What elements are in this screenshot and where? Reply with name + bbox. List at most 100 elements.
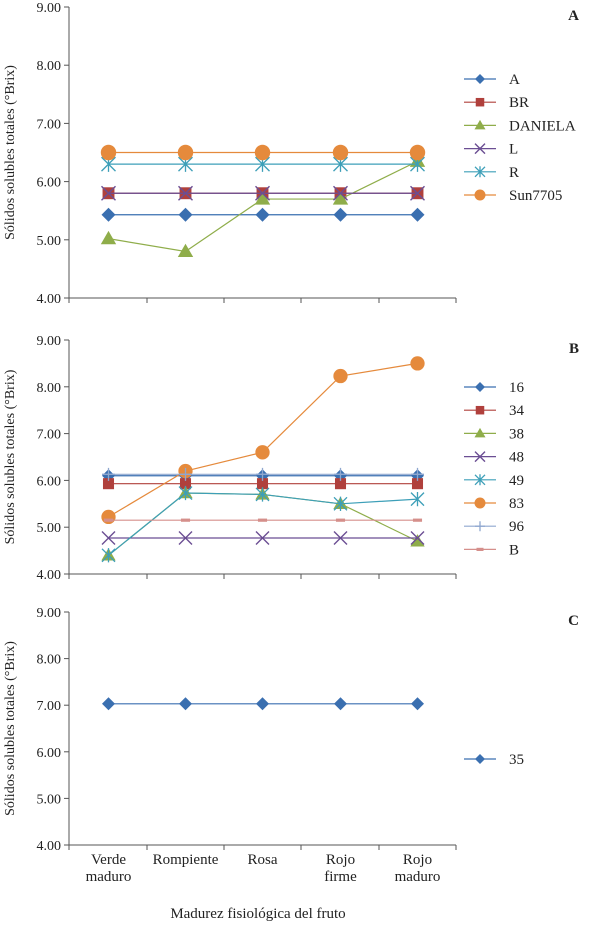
legend-label: 35 (509, 752, 524, 768)
data-point (101, 509, 116, 525)
legend-marker (475, 754, 485, 764)
legend-label: 38 (509, 426, 524, 442)
data-point (334, 697, 347, 711)
data-point (410, 207, 425, 222)
data-point (100, 230, 117, 245)
data-point (410, 185, 425, 201)
data-point (256, 697, 269, 711)
data-point (179, 467, 192, 481)
data-point (179, 697, 192, 711)
x-tick-label: Rojo maduro (395, 852, 441, 885)
data-point (412, 518, 423, 522)
y-tick-label: 6.00 (37, 474, 62, 489)
data-point (255, 207, 270, 222)
legend-entry: L (464, 142, 518, 158)
data-point (411, 697, 424, 711)
legend-entry: BR (464, 95, 529, 111)
legend-marker (474, 497, 486, 509)
legend-entry: 83 (464, 496, 524, 512)
y-tick-label: 9.00 (37, 1, 62, 16)
series-line (108, 492, 418, 556)
data-point (410, 491, 425, 507)
series-49 (101, 485, 425, 563)
legend-marker (474, 451, 486, 463)
legend-entry: 96 (464, 519, 525, 535)
data-point (254, 191, 271, 205)
legend-marker (475, 382, 485, 392)
y-tick-label: 5.00 (37, 234, 62, 249)
legend-label: A (509, 72, 520, 88)
data-point (178, 207, 193, 222)
data-point (410, 356, 425, 371)
legend-marker (474, 143, 486, 155)
y-tick-label: 4.00 (37, 292, 62, 307)
data-point (333, 496, 348, 511)
data-point (177, 144, 194, 161)
y-tick-label: 7.00 (37, 428, 62, 443)
legend-label: DANIELA (509, 118, 576, 134)
data-point (102, 697, 115, 711)
data-point (101, 207, 116, 222)
data-point (255, 445, 270, 460)
y-tick-label: 4.00 (37, 568, 62, 583)
data-point (101, 530, 116, 545)
data-point (335, 518, 346, 522)
data-point (410, 534, 425, 547)
y-tick-label: 4.00 (37, 839, 62, 854)
legend-marker (474, 119, 486, 130)
panel-label: C (568, 613, 579, 629)
data-point (411, 478, 424, 490)
y-tick-label: 7.00 (37, 117, 62, 132)
series-b (103, 518, 423, 522)
legend-marker (474, 474, 486, 486)
legend-marker (475, 97, 485, 107)
y-tick-label: 5.00 (37, 792, 62, 807)
x-tick-label: Rojo firme (324, 852, 357, 885)
y-tick-label: 6.00 (37, 746, 62, 761)
y-tick-label: 9.00 (37, 334, 62, 349)
legend-label: 83 (509, 496, 524, 512)
x-tick-label: Rompiente (153, 852, 219, 868)
legend-marker (474, 166, 486, 178)
data-point (333, 185, 348, 201)
legend-marker (474, 427, 486, 438)
y-tick-label: 5.00 (37, 521, 62, 536)
legend-label: 49 (509, 473, 524, 489)
data-point (255, 530, 270, 545)
legend-label: 16 (509, 380, 525, 396)
series-96 (102, 467, 424, 481)
legend-label: 96 (509, 519, 525, 535)
legend-label: R (509, 165, 519, 181)
data-point (332, 191, 349, 205)
series-34 (102, 478, 424, 490)
series-l (101, 185, 425, 201)
data-point (178, 185, 193, 201)
data-point (254, 144, 271, 161)
panel-b: 4.00 5.00 6.00 7.00 8.00 9.00 Sólidos solubles… (3, 334, 579, 583)
y-tick-label: 7.00 (37, 699, 62, 714)
data-point (256, 478, 269, 490)
data-point (257, 518, 268, 522)
legend-entry: B (464, 542, 519, 558)
x-tick-label: Verde maduro (86, 852, 132, 885)
legend-entry: Sun7705 (464, 188, 562, 204)
data-point (409, 144, 426, 161)
data-point (178, 530, 193, 545)
legend-entry: 34 (464, 403, 525, 419)
y-axis-title: Sólidos solubles totales (°Brix) (3, 369, 18, 544)
legend-label: Sun7705 (509, 188, 562, 204)
legend-label: 48 (509, 450, 524, 466)
panel-label: B (569, 341, 579, 357)
x-tick-label: Rosa (248, 852, 278, 868)
data-point (180, 518, 191, 522)
series-line (108, 160, 418, 253)
data-point (334, 467, 347, 481)
series-35 (102, 697, 424, 711)
data-point (177, 243, 194, 258)
y-tick-label: 8.00 (37, 653, 62, 668)
data-point (333, 368, 348, 384)
legend-entry: 38 (464, 426, 524, 442)
legend-entry: 48 (464, 450, 524, 466)
y-axis-title: Sólidos solubles totales (°Brix) (3, 641, 18, 816)
